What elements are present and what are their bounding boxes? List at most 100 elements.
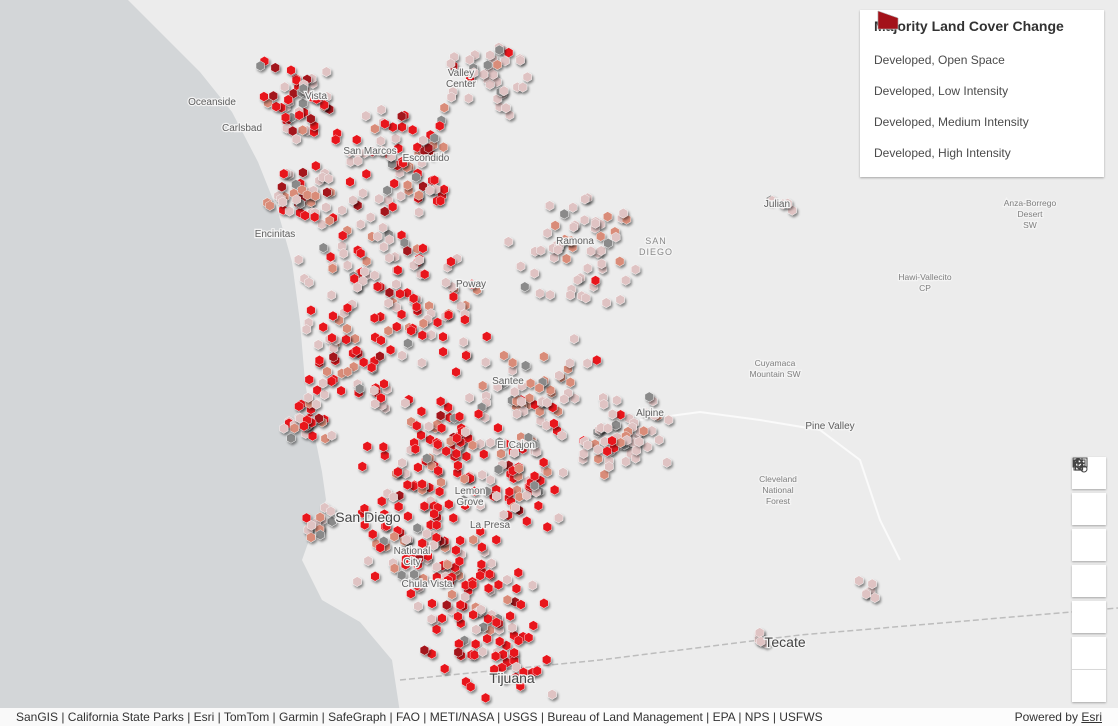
hex-bin <box>358 275 368 287</box>
legend-label: Developed, Low Intensity <box>874 83 1009 98</box>
hex-bin <box>662 457 672 468</box>
hex-bin <box>356 248 366 259</box>
hex-bin <box>423 550 433 562</box>
hex-bin <box>422 453 432 464</box>
hex-bin <box>436 195 445 207</box>
hex-bin <box>409 569 419 580</box>
hex-bin <box>485 79 495 90</box>
basemap-button[interactable] <box>1072 458 1106 561</box>
place-label: Tijuana <box>489 670 535 686</box>
hex-bin <box>283 94 293 105</box>
hex-bin <box>468 609 478 621</box>
hex-bin <box>586 245 596 257</box>
hex-bin <box>352 134 362 145</box>
legend-item: Developed, Open Space <box>874 10 1090 75</box>
home-button[interactable] <box>1072 458 1106 633</box>
hex-bin <box>294 254 304 265</box>
legend-label: Developed, High Intensity <box>874 145 1011 160</box>
search-button[interactable] <box>1072 458 1106 525</box>
hex-bin <box>381 520 391 532</box>
hex-bin <box>524 432 533 443</box>
hex-bin <box>469 67 479 78</box>
hex-bin <box>485 568 494 580</box>
hex-bin <box>417 157 427 169</box>
hex-bin <box>362 255 372 267</box>
hex-bin <box>327 332 337 344</box>
zoom-out-button[interactable] <box>1072 462 1106 702</box>
place-label: Julian <box>764 199 790 210</box>
hex-bin <box>566 235 576 247</box>
place-label: Ramona <box>556 236 594 247</box>
hex-bin <box>542 521 552 533</box>
hex-bin <box>370 312 379 324</box>
hex-bin <box>433 317 443 328</box>
hex-bin <box>395 288 405 300</box>
hex-bin <box>375 542 385 553</box>
hex-bin <box>345 176 355 188</box>
place-labels: Oceanside Vista Carlsbad San Marcos Escondid… <box>187 67 1058 688</box>
hex-bin <box>384 234 394 245</box>
hex-bin <box>327 430 337 441</box>
hex-bin <box>449 291 458 303</box>
hex-bin <box>778 198 788 210</box>
hex-bin <box>451 448 461 459</box>
hex-bin <box>351 345 361 356</box>
hex-bin <box>550 484 560 496</box>
hex-bin <box>485 437 495 448</box>
hex-bin <box>569 333 579 345</box>
esri-link[interactable]: Esri <box>1081 710 1102 724</box>
legend-swatch <box>877 10 899 30</box>
hex-bin <box>291 133 301 145</box>
hex-bin <box>493 422 503 434</box>
hex-bin <box>516 260 526 272</box>
hex-bin <box>380 450 390 461</box>
hex-bin <box>615 294 625 305</box>
hex-bin <box>403 179 413 191</box>
hex-bin <box>509 447 519 459</box>
hex-bin <box>494 44 504 56</box>
hex-bin <box>504 47 514 58</box>
hex-bin <box>327 516 337 527</box>
powered-by-text: Powered by <box>1014 710 1078 724</box>
hex-bin <box>459 473 469 485</box>
hex-bin <box>478 380 488 391</box>
hex-bin <box>593 444 603 455</box>
hex-bin <box>376 135 386 147</box>
hex-bin <box>500 55 510 67</box>
hex-bin <box>336 385 346 397</box>
hex-bin <box>612 394 622 406</box>
place-label: Cleveland National Forest <box>759 474 797 506</box>
place-label: Hawi-Vallecito CP <box>898 272 951 293</box>
place-label: Pine Valley <box>805 421 854 432</box>
hex-bin <box>568 202 578 213</box>
hex-bin <box>611 231 621 243</box>
hex-bin <box>495 636 505 647</box>
hex-bin <box>396 190 406 202</box>
hex-bin <box>475 526 485 537</box>
hex-bin <box>468 579 478 590</box>
hex-bin <box>461 426 471 438</box>
place-label: Oceanside <box>188 97 236 108</box>
hex-bin <box>507 622 517 633</box>
hex-bin <box>393 264 403 276</box>
present-button[interactable] <box>1072 457 1106 597</box>
place-label: Escondido <box>403 153 450 164</box>
hex-bin <box>426 329 436 341</box>
hex-bin <box>515 680 525 692</box>
hex-bin <box>425 185 435 196</box>
hex-bin <box>429 132 439 144</box>
hex-bin <box>403 338 413 349</box>
hex-bin <box>494 464 504 475</box>
hex-bin <box>304 277 314 288</box>
hex-bin <box>294 109 304 121</box>
hex-bin <box>514 463 524 474</box>
hex-bin <box>255 60 265 72</box>
place-label: Poway <box>456 279 486 290</box>
hex-bin <box>318 321 328 333</box>
hex-bin <box>259 91 269 102</box>
hex-bin <box>410 443 420 455</box>
hex-bin <box>398 157 408 169</box>
hex-bin <box>542 397 552 408</box>
zoom-in-button[interactable] <box>1072 458 1106 670</box>
